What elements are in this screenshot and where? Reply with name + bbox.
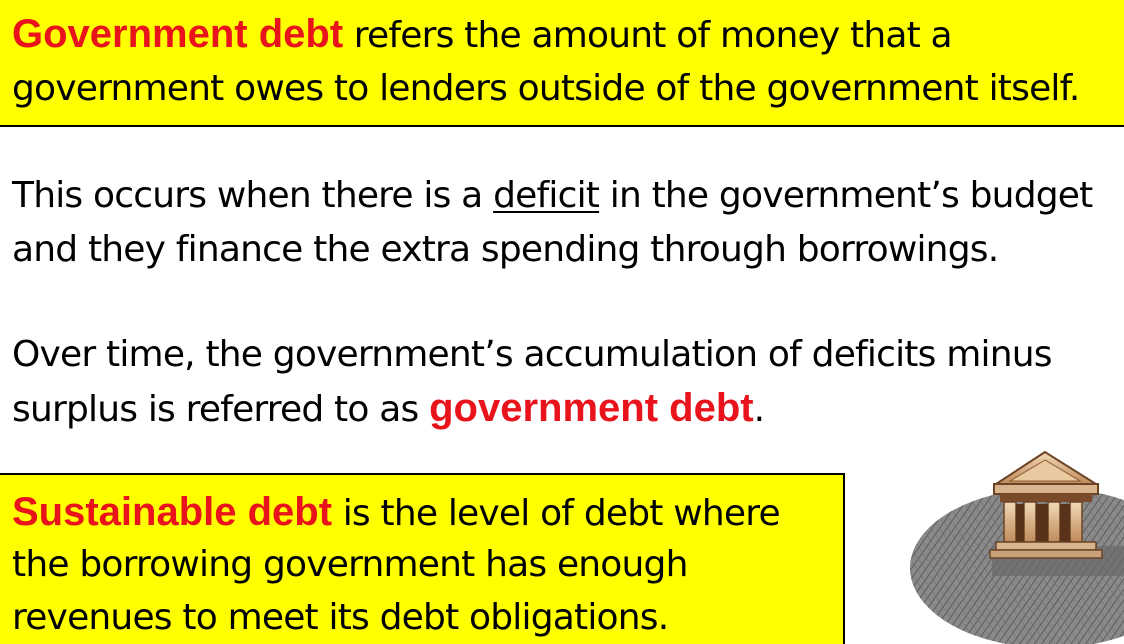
- accumulation-paragraph-line-1: Over time, the government’s accumulation…: [12, 334, 1052, 375]
- government-debt-term-inline: government debt: [429, 386, 754, 430]
- sustainable-debt-term: Sustainable debt: [12, 490, 333, 534]
- accumulation-text-before: surplus is referred to as: [12, 389, 430, 430]
- definition-line-2: government owes to lenders outside of th…: [12, 68, 1080, 109]
- deficit-text-after: in the government’s budget: [599, 175, 1094, 216]
- definition-line-1: Government debt refers the amount of mon…: [12, 10, 953, 60]
- sustainable-line-2: the borrowing government has enough: [12, 544, 688, 585]
- sustainable-line-1-text: is the level of debt where: [332, 493, 781, 534]
- bank-building-icon: [910, 450, 1124, 644]
- sustainable-line-3: revenues to meet its debt obligations.: [12, 597, 669, 638]
- sustainable-line-1: Sustainable debt is the level of debt wh…: [12, 488, 781, 538]
- definition-line-1-text: refers the amount of money that a: [343, 15, 953, 56]
- bank-building: [989, 450, 1103, 559]
- accumulation-period: .: [753, 389, 765, 430]
- government-debt-definition-box: [0, 0, 1124, 127]
- deficit-paragraph-line-1: This occurs when there is a deficit in t…: [12, 172, 1094, 220]
- government-debt-term: Government debt: [12, 12, 344, 56]
- sustainable-debt-definition-box: [0, 473, 845, 644]
- deficit-text-before: This occurs when there is a: [12, 175, 494, 216]
- deficit-paragraph-line-2: and they finance the extra spending thro…: [12, 229, 999, 270]
- deficit-underlined-word: deficit: [493, 175, 600, 216]
- accumulation-paragraph-line-2: surplus is referred to as government deb…: [12, 384, 765, 434]
